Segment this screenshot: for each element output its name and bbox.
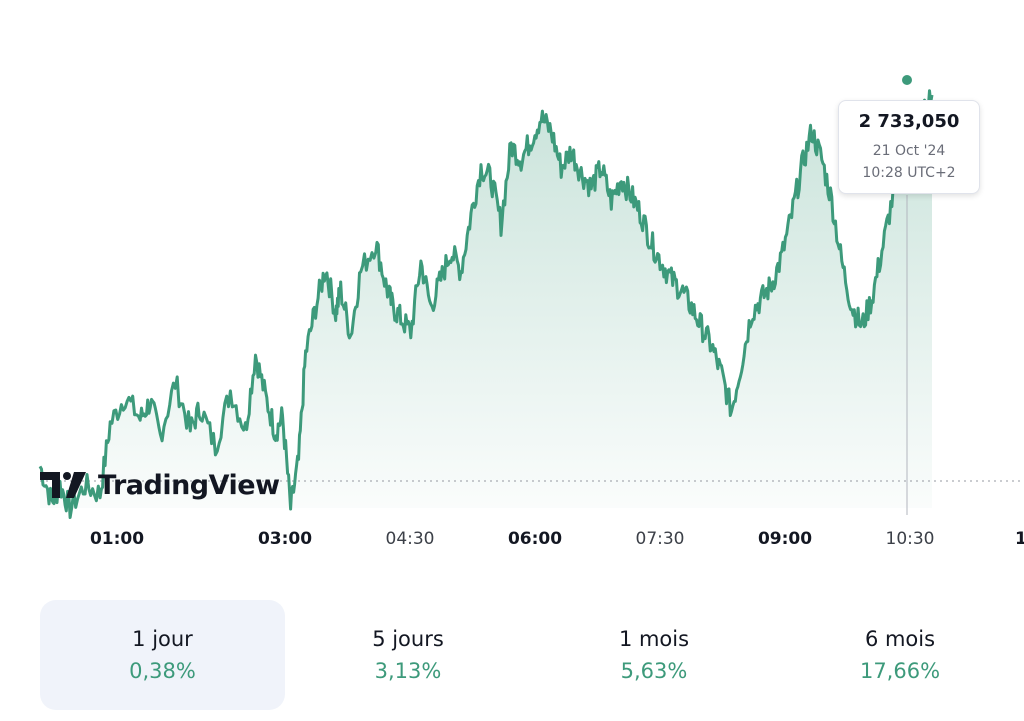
tradingview-logo-text: TradingView: [98, 469, 280, 501]
x-tick-label: 03:00: [258, 529, 312, 549]
x-tick-label: 09:00: [758, 529, 812, 549]
period-change: 5,63%: [620, 659, 688, 683]
x-tick-label: 07:30: [636, 529, 685, 549]
x-tick-label: 04:30: [386, 529, 435, 549]
period-5-days-button[interactable]: 5 jours 3,13%: [285, 600, 531, 710]
x-axis: 01:00 03:00 04:30 06:00 07:30 09:00 10:30 12: [90, 529, 1024, 549]
period-6-months-button[interactable]: 6 mois 17,66%: [777, 600, 1023, 710]
period-label: 1 mois: [618, 627, 690, 651]
tooltip-time: 10:28 UTC+2: [862, 164, 956, 181]
tooltip-date: 21 Oct '24: [872, 142, 946, 159]
tradingview-logo[interactable]: TradingView: [40, 468, 280, 502]
period-change: 17,66%: [859, 659, 941, 683]
period-1-month-button[interactable]: 1 mois 5,63%: [531, 600, 777, 710]
x-tick-label: 06:00: [508, 529, 562, 549]
period-selector: 1 jour 0,38% 5 jours 3,13% 1 mois 5,63% …: [40, 600, 1024, 710]
x-tick-label: 10:30: [886, 529, 935, 549]
period-label: 1 jour: [132, 627, 193, 651]
crosshair-dot: [902, 75, 912, 85]
period-label: 6 mois: [864, 627, 936, 651]
price-line: [38, 89, 934, 519]
x-tick-label: 12: [1015, 529, 1024, 549]
price-area-fill: [40, 90, 932, 518]
period-1-day-button[interactable]: 1 jour 0,38%: [40, 600, 285, 710]
x-tick-label: 01:00: [90, 529, 144, 549]
price-tooltip: 2 733,050 21 Oct '24 10:28 UTC+2: [838, 100, 980, 194]
period-change: 0,38%: [129, 659, 196, 683]
price-chart[interactable]: 01:00 03:00 04:30 06:00 07:30 09:00 10:30 12: [0, 0, 1024, 580]
tooltip-price: 2 733,050: [858, 110, 960, 132]
tradingview-logo-icon: [40, 472, 86, 498]
period-change: 3,13%: [374, 659, 442, 683]
period-label: 5 jours: [372, 627, 444, 651]
